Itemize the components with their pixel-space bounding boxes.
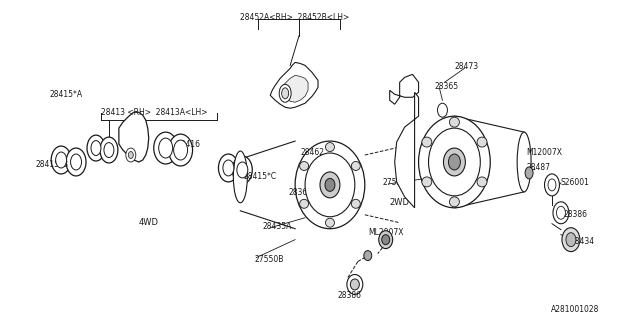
Ellipse shape xyxy=(545,174,559,196)
Circle shape xyxy=(351,199,360,208)
Ellipse shape xyxy=(129,152,133,158)
Circle shape xyxy=(422,137,432,147)
Ellipse shape xyxy=(56,152,67,168)
Circle shape xyxy=(326,143,335,152)
Ellipse shape xyxy=(364,251,372,260)
Circle shape xyxy=(477,177,487,187)
Text: 28365: 28365 xyxy=(288,188,312,197)
Ellipse shape xyxy=(566,233,576,247)
Text: 28462: 28462 xyxy=(300,148,324,157)
Ellipse shape xyxy=(173,140,188,160)
Text: 28452A<RH>  28452B<LH>: 28452A<RH> 28452B<LH> xyxy=(241,13,349,22)
Circle shape xyxy=(300,199,308,208)
Polygon shape xyxy=(270,62,318,108)
Ellipse shape xyxy=(553,202,569,224)
Text: 28413 <RH>  28413A<LH>: 28413 <RH> 28413A<LH> xyxy=(101,108,207,117)
Circle shape xyxy=(449,117,460,127)
Circle shape xyxy=(422,177,432,187)
Text: 28473: 28473 xyxy=(454,62,479,71)
Ellipse shape xyxy=(70,154,81,170)
Ellipse shape xyxy=(379,231,393,249)
Text: 28487: 28487 xyxy=(526,163,550,172)
Ellipse shape xyxy=(51,146,71,174)
Ellipse shape xyxy=(562,228,580,252)
Ellipse shape xyxy=(237,162,248,178)
Ellipse shape xyxy=(525,167,533,179)
Ellipse shape xyxy=(66,148,86,176)
Text: 27550B: 27550B xyxy=(254,255,284,264)
Ellipse shape xyxy=(234,151,247,203)
Ellipse shape xyxy=(325,179,335,191)
Polygon shape xyxy=(280,76,308,102)
Circle shape xyxy=(477,137,487,147)
Ellipse shape xyxy=(347,275,363,294)
Text: 27550B: 27550B xyxy=(383,178,412,187)
Ellipse shape xyxy=(154,132,178,164)
Ellipse shape xyxy=(438,103,447,117)
Text: 28386: 28386 xyxy=(338,292,362,300)
Text: 28435A: 28435A xyxy=(262,222,292,231)
Circle shape xyxy=(300,162,308,171)
Ellipse shape xyxy=(444,148,465,176)
Text: M12007X: M12007X xyxy=(526,148,562,157)
Ellipse shape xyxy=(223,160,234,176)
Text: 28365: 28365 xyxy=(435,82,459,91)
Ellipse shape xyxy=(350,279,359,290)
Ellipse shape xyxy=(169,134,193,166)
Text: 28415*A: 28415*A xyxy=(49,90,83,99)
Polygon shape xyxy=(395,92,419,208)
Text: 28434: 28434 xyxy=(571,237,595,246)
Ellipse shape xyxy=(419,116,490,208)
Text: 4WD: 4WD xyxy=(139,218,159,227)
Ellipse shape xyxy=(282,88,289,99)
Ellipse shape xyxy=(126,148,136,162)
Ellipse shape xyxy=(548,179,556,191)
Ellipse shape xyxy=(556,206,565,219)
Ellipse shape xyxy=(279,84,291,102)
Ellipse shape xyxy=(104,143,114,157)
Text: S26001: S26001 xyxy=(561,178,590,187)
Ellipse shape xyxy=(87,135,105,161)
Polygon shape xyxy=(119,112,148,162)
Ellipse shape xyxy=(295,141,365,229)
Text: 2WD: 2WD xyxy=(390,198,410,207)
Text: 28415*B: 28415*B xyxy=(35,160,68,169)
Text: A281001028: A281001028 xyxy=(551,305,600,314)
Ellipse shape xyxy=(449,154,460,170)
Polygon shape xyxy=(390,74,419,104)
Ellipse shape xyxy=(100,137,118,163)
Ellipse shape xyxy=(159,138,173,158)
Text: 28415*C: 28415*C xyxy=(243,172,276,181)
Text: 28386: 28386 xyxy=(564,210,588,219)
Ellipse shape xyxy=(218,154,238,182)
Ellipse shape xyxy=(429,128,480,196)
Circle shape xyxy=(351,162,360,171)
Circle shape xyxy=(449,197,460,207)
Ellipse shape xyxy=(305,153,355,217)
Ellipse shape xyxy=(320,172,340,198)
Ellipse shape xyxy=(381,235,390,244)
Circle shape xyxy=(326,218,335,227)
Ellipse shape xyxy=(232,156,252,184)
Text: 28416: 28416 xyxy=(177,140,200,149)
Ellipse shape xyxy=(91,140,101,156)
Ellipse shape xyxy=(517,132,531,192)
Text: ML2007X: ML2007X xyxy=(368,228,403,237)
